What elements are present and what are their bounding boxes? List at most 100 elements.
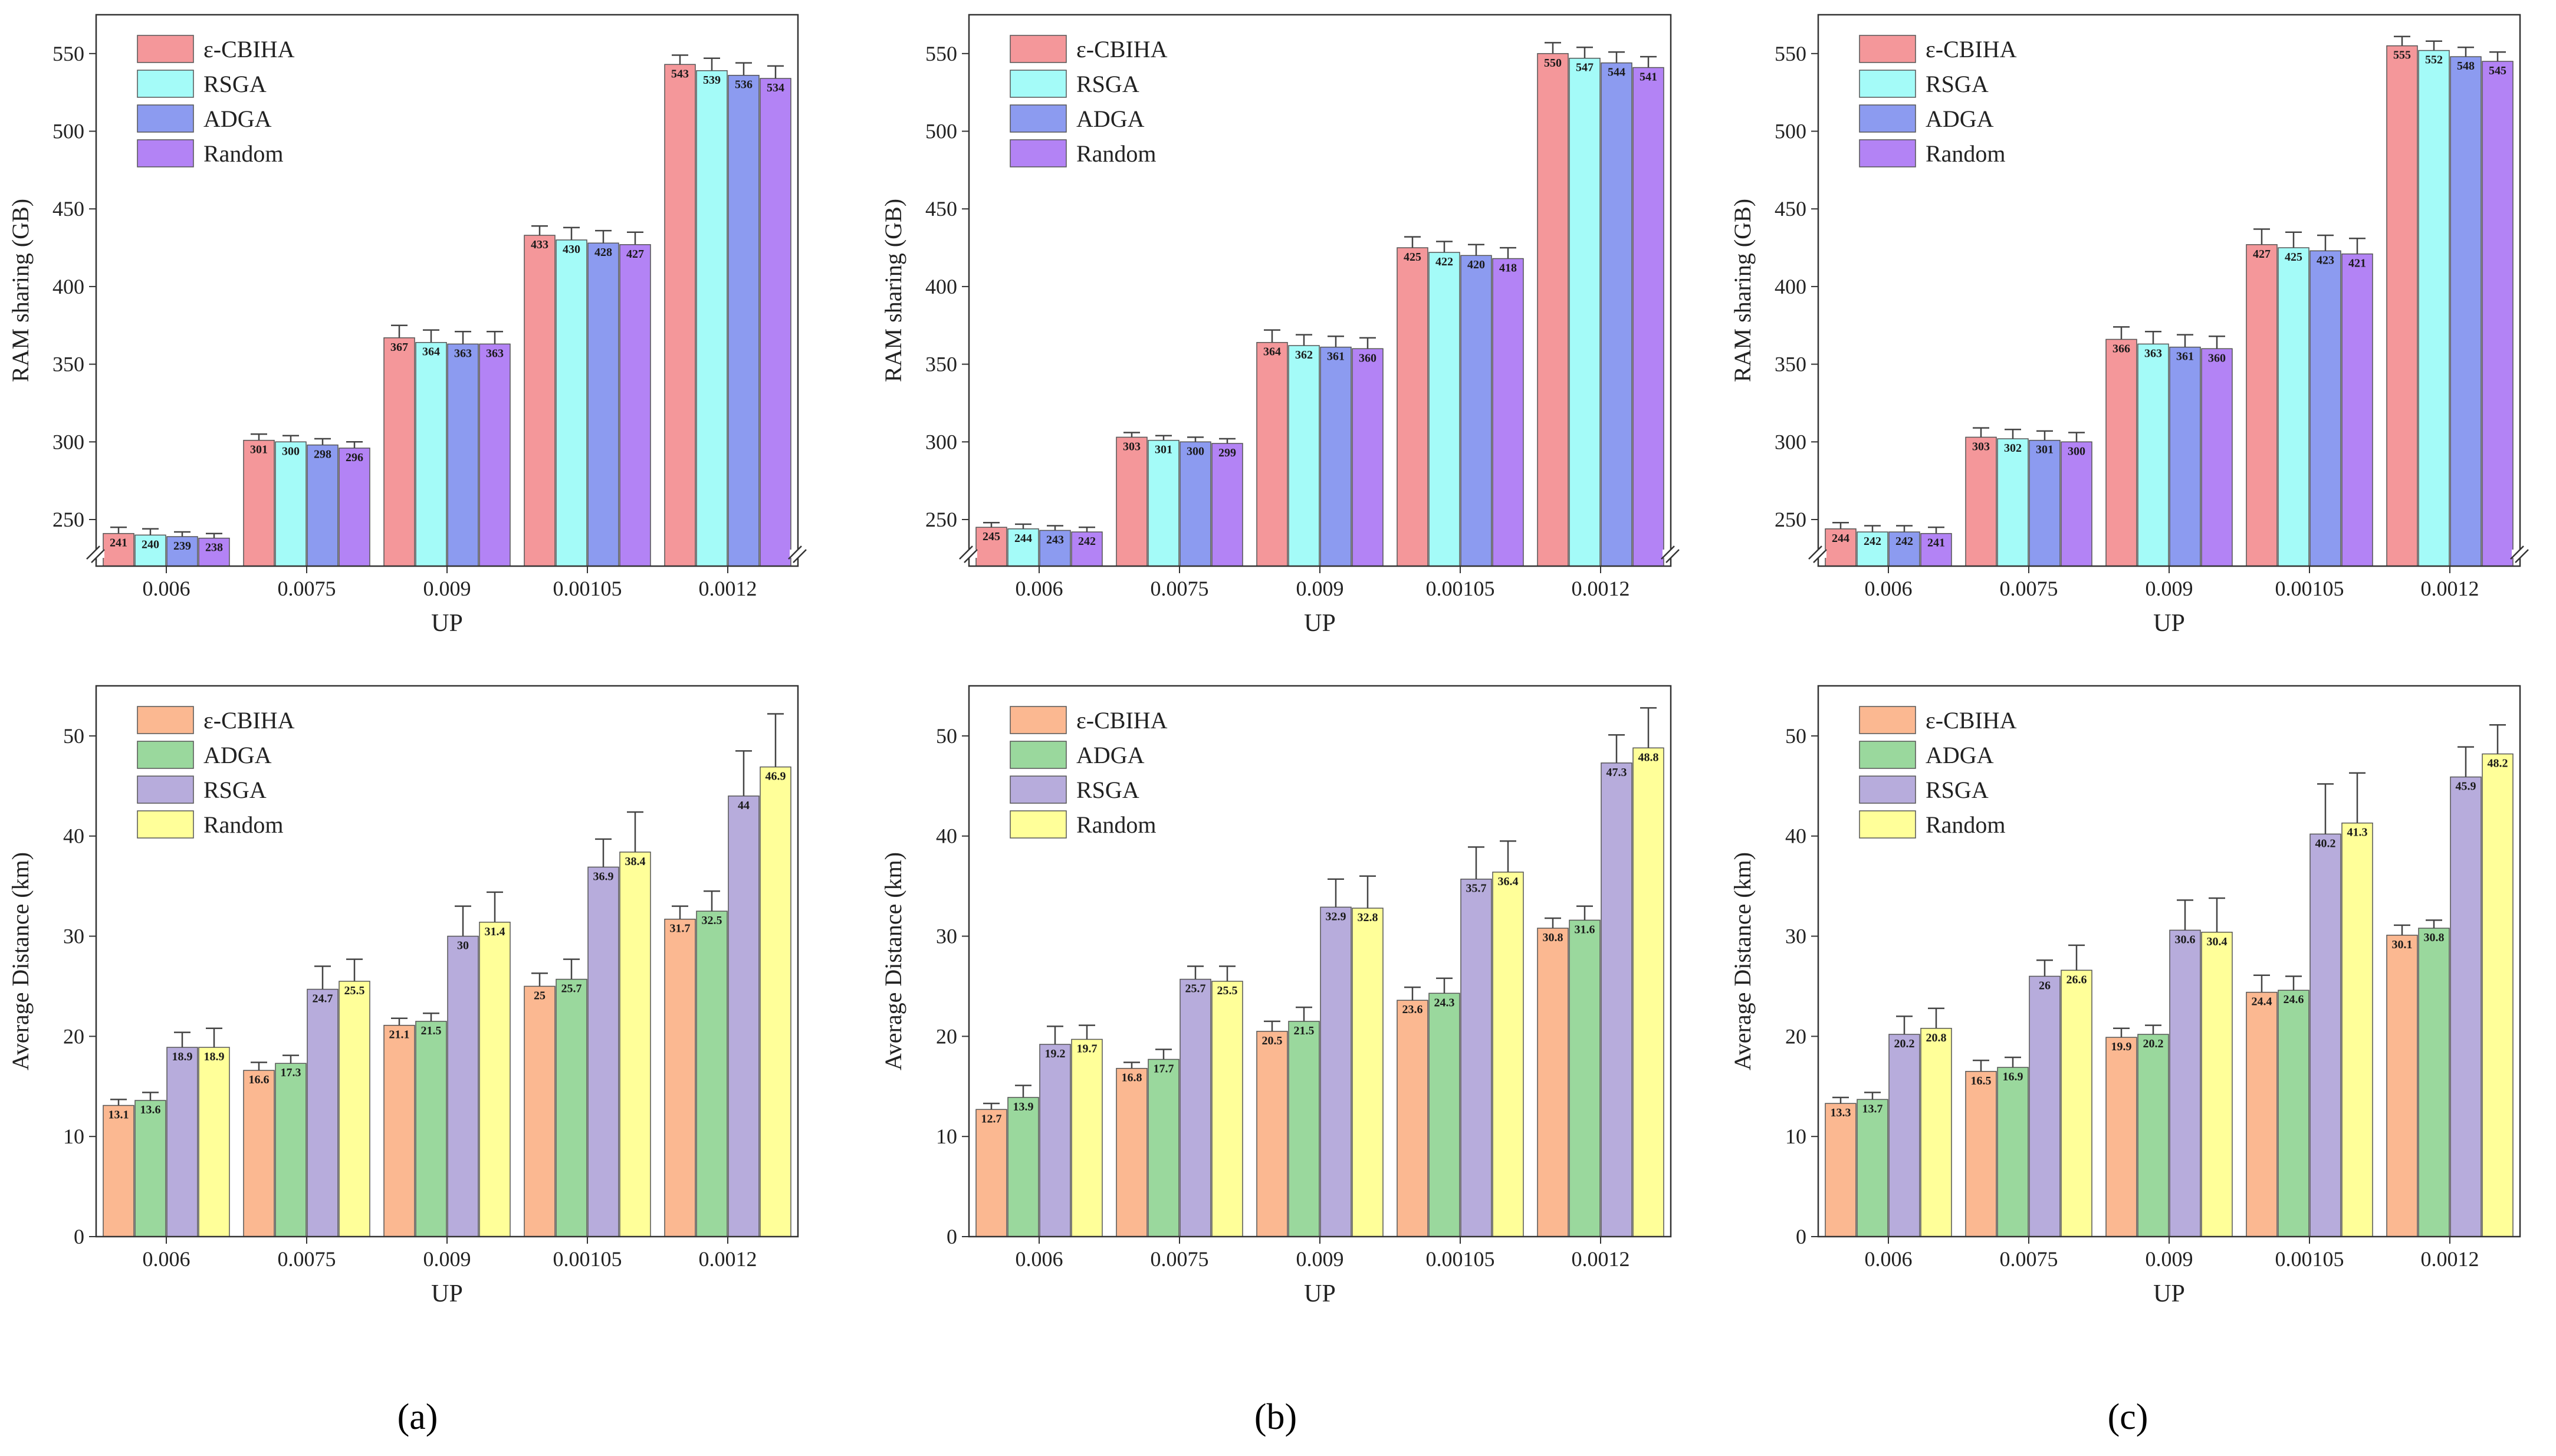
bar-c-top-1-2 <box>2137 343 2169 567</box>
data-label-c-bottom-2-2: 30.6 <box>2175 933 2196 946</box>
legend-swatch-b-top-0 <box>1010 35 1067 63</box>
bar-a-bottom-3-4 <box>760 766 791 1237</box>
data-label-b-top-0-1: 303 <box>1123 440 1141 453</box>
bar-a-top-1-0 <box>134 534 166 567</box>
bar-b-bottom-1-4 <box>1569 919 1601 1237</box>
bar-a-bottom-1-2 <box>415 1021 447 1237</box>
bar-b-top-3-2 <box>1352 348 1384 567</box>
legend-swatch-b-bottom-3 <box>1010 810 1067 839</box>
x-tick-label-a-bottom-1: 0.0075 <box>278 1247 336 1271</box>
y-tick-label-b-top-4: 450 <box>925 197 957 221</box>
data-label-c-bottom-3-4: 48.2 <box>2488 757 2508 770</box>
bar-b-bottom-1-0 <box>1007 1097 1039 1237</box>
y-axis-label-b-bottom: Average Distance (km) <box>880 852 906 1070</box>
data-label-c-top-0-2: 366 <box>2113 342 2130 355</box>
data-label-a-bottom-3-3: 38.4 <box>625 855 646 868</box>
bar-b-top-0-4 <box>1537 53 1569 567</box>
x-tick-label-c-bottom-0: 0.006 <box>1865 1247 1913 1271</box>
axes-frame-a-top <box>95 14 799 567</box>
bar-a-bottom-0-3 <box>524 985 556 1237</box>
bar-b-bottom-0-0 <box>975 1109 1007 1237</box>
bar-c-bottom-0-3 <box>2246 991 2278 1237</box>
bar-c-top-2-0 <box>1888 531 1920 567</box>
bar-b-top-1-4 <box>1569 57 1601 567</box>
y-tick-label-c-top-0: 250 <box>1775 508 1806 531</box>
y-tick-label-a-top-5: 500 <box>52 120 84 143</box>
legend-swatch-a-top-0 <box>137 35 194 63</box>
data-label-a-bottom-3-2: 31.4 <box>485 925 505 938</box>
x-axis-label-b-top: UP <box>1304 610 1336 637</box>
legend-swatch-b-bottom-2 <box>1010 775 1067 804</box>
data-label-b-bottom-3-2: 32.8 <box>1358 911 1378 924</box>
bar-a-bottom-0-0 <box>103 1105 134 1237</box>
data-label-c-bottom-1-4: 30.8 <box>2424 931 2445 944</box>
legend-swatch-c-bottom-0 <box>1859 706 1916 734</box>
data-label-c-top-3-3: 421 <box>2348 257 2366 270</box>
data-label-b-top-3-4: 541 <box>1640 71 1657 84</box>
bar-c-bottom-1-3 <box>2278 990 2309 1237</box>
bar-a-bottom-3-3 <box>619 852 651 1237</box>
data-label-a-top-1-4: 539 <box>703 74 721 87</box>
data-label-c-top-1-4: 552 <box>2425 54 2443 67</box>
data-label-a-bottom-2-3: 36.9 <box>593 870 614 883</box>
data-label-b-bottom-2-4: 47.3 <box>1606 766 1627 779</box>
data-label-c-top-2-0: 242 <box>1895 535 1913 548</box>
bar-a-top-1-1 <box>275 441 307 567</box>
axis-break-mark-b-top-1-a <box>1661 545 1675 560</box>
axis-break-mark-b-top-1-b <box>1665 549 1680 563</box>
data-label-b-top-1-0: 244 <box>1014 532 1032 545</box>
bar-a-bottom-2-2 <box>447 935 479 1237</box>
y-tick-label-a-top-0: 250 <box>52 508 84 531</box>
bar-b-top-2-3 <box>1460 255 1492 567</box>
data-label-b-top-2-4: 544 <box>1608 66 1625 79</box>
data-label-c-top-2-1: 301 <box>2036 443 2054 456</box>
data-label-c-bottom-2-4: 45.9 <box>2456 780 2476 793</box>
bar-c-bottom-0-0 <box>1825 1103 1857 1237</box>
x-tick-label-b-top-2: 0.009 <box>1296 577 1344 600</box>
chart-a-top: 241 240 239 238 0.006 301 300 298 296 0.0075 367 36… <box>7 14 807 637</box>
data-label-a-bottom-3-0: 18.9 <box>204 1050 225 1063</box>
y-tick-label-a-bottom-1: 10 <box>63 1125 84 1148</box>
axis-break-mark-a-top-1-a <box>788 545 802 560</box>
data-label-b-bottom-3-3: 36.4 <box>1498 875 1519 888</box>
data-label-a-bottom-2-2: 30 <box>457 939 469 952</box>
y-tick-label-a-bottom-3: 30 <box>63 925 84 948</box>
panel-labels: (a) (b) (c) <box>397 1397 2148 1437</box>
x-tick-label-b-bottom-3: 0.00105 <box>1426 1247 1495 1271</box>
data-label-b-top-1-2: 362 <box>1295 349 1313 361</box>
data-label-b-top-0-2: 364 <box>1263 346 1281 359</box>
bar-b-top-3-3 <box>1492 258 1524 567</box>
bar-c-bottom-3-2 <box>2201 932 2233 1237</box>
legend-label-a-top-3: Random <box>203 140 284 167</box>
data-label-a-bottom-0-1: 16.6 <box>249 1073 270 1086</box>
legend-swatch-a-top-2 <box>137 104 194 133</box>
legend-label-c-top-3: Random <box>1926 140 2006 167</box>
legend-swatch-c-top-0 <box>1859 35 1916 63</box>
y-tick-label-b-bottom-2: 20 <box>936 1024 957 1048</box>
bar-a-bottom-1-1 <box>275 1063 307 1237</box>
data-label-a-bottom-3-4: 46.9 <box>766 770 786 783</box>
data-label-c-top-2-3: 423 <box>2317 254 2334 267</box>
x-tick-label-b-top-4: 0.0012 <box>1572 577 1630 600</box>
y-tick-label-a-top-3: 400 <box>52 275 84 298</box>
bar-a-bottom-1-0 <box>134 1100 166 1237</box>
legend-label-b-top-1: RSGA <box>1076 71 1139 97</box>
data-label-c-bottom-1-1: 16.9 <box>2003 1070 2023 1083</box>
y-tick-label-a-bottom-5: 50 <box>63 724 84 748</box>
bar-a-bottom-1-4 <box>696 911 728 1237</box>
x-tick-label-b-bottom-1: 0.0075 <box>1151 1247 1209 1271</box>
data-label-b-top-1-4: 547 <box>1576 61 1594 74</box>
bar-c-bottom-1-2 <box>2137 1034 2169 1237</box>
legend-label-b-bottom-2: RSGA <box>1076 777 1139 803</box>
legend-swatch-a-top-3 <box>137 139 194 167</box>
y-tick-label-a-bottom-4: 40 <box>63 824 84 848</box>
y-tick-label-c-bottom-2: 20 <box>1785 1024 1806 1048</box>
data-label-c-top-3-2: 360 <box>2208 351 2226 364</box>
x-tick-label-a-bottom-0: 0.006 <box>143 1247 190 1271</box>
data-label-a-bottom-1-2: 21.5 <box>421 1024 442 1037</box>
y-tick-label-b-top-5: 500 <box>925 120 957 143</box>
data-label-a-bottom-2-0: 18.9 <box>172 1050 193 1063</box>
legend-label-b-bottom-3: Random <box>1076 811 1157 838</box>
bar-a-top-2-1 <box>307 444 339 567</box>
bar-c-top-0-0 <box>1825 528 1857 567</box>
